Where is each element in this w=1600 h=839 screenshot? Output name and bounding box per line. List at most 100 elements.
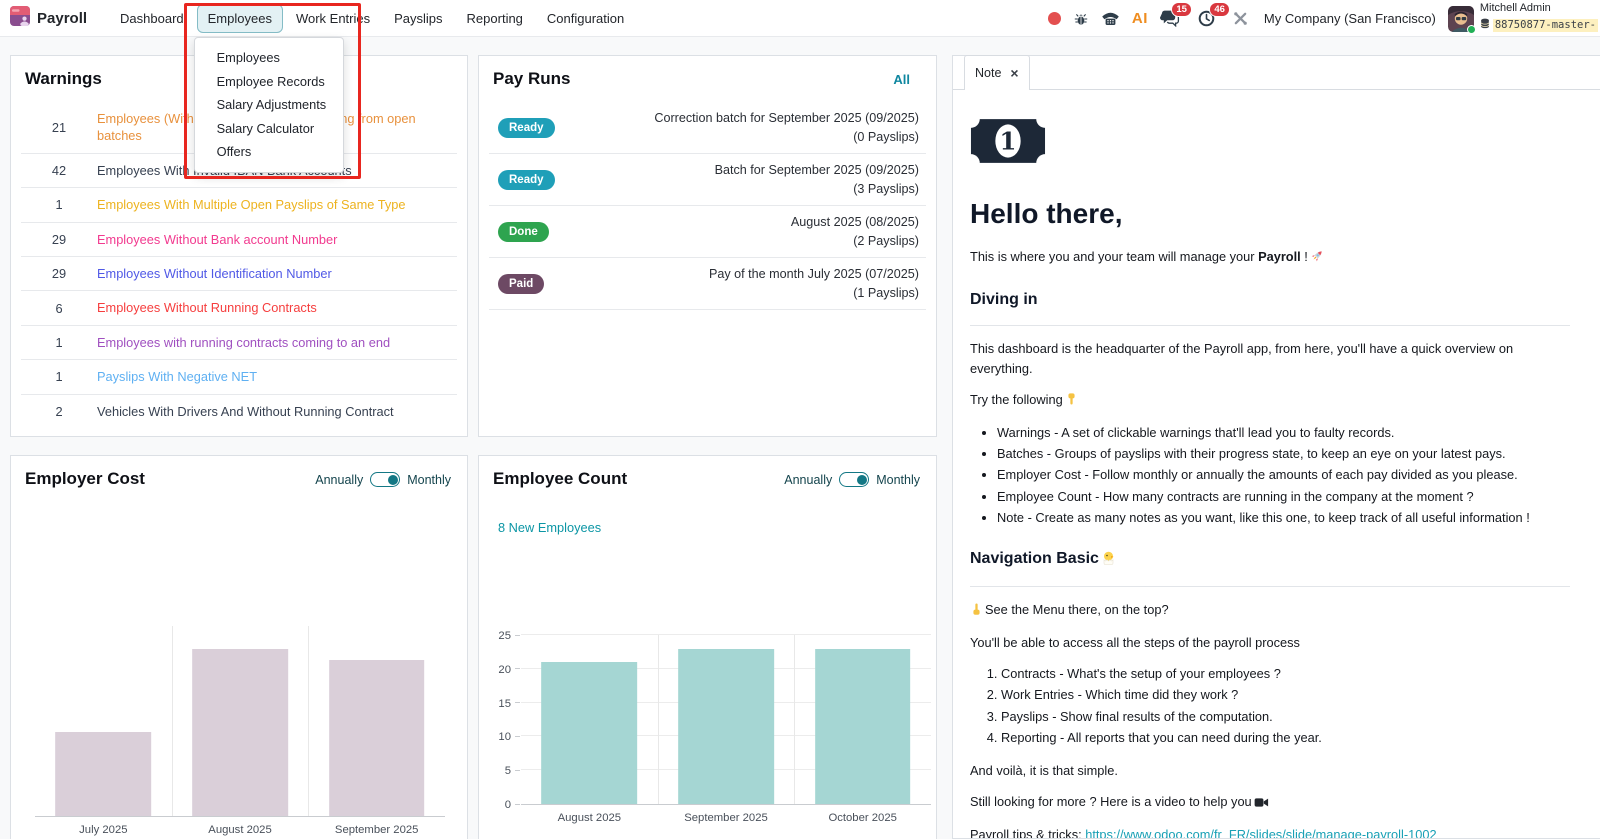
record-dot-icon[interactable] [1047, 12, 1061, 25]
bar-july-2025[interactable] [55, 732, 152, 816]
monthly-label: Monthly [407, 472, 451, 487]
menu-item[interactable]: Configuration [546, 10, 625, 26]
pay-run-row[interactable]: Done August 2025 (08/2025) (2 Payslips) [489, 206, 926, 258]
dropdown-menu-item[interactable]: Salary Calculator [216, 120, 315, 136]
step-item: Contracts - What's the setup of your emp… [1001, 664, 1570, 683]
company-selector[interactable]: My Company (San Francisco) [1263, 11, 1436, 26]
pay-run-payslip-count: (3 Payslips) [853, 181, 919, 196]
menu-item[interactable]: Dashboard [120, 10, 184, 26]
hatching-chick-emoji [1101, 549, 1116, 573]
pay-run-row[interactable]: Ready Correction batch for September 202… [489, 102, 926, 154]
warning-link[interactable]: Vehicles With Drivers And Without Runnin… [97, 403, 394, 419]
employee-count-title: Employee Count [493, 469, 628, 488]
employee-count-period-toggle: Annually Monthly [784, 472, 920, 487]
close-icon[interactable]: × [1010, 65, 1019, 81]
bullet-item: Employer Cost - Follow monthly or annual… [997, 465, 1570, 484]
dropdown-menu-item[interactable]: Employee Records [216, 73, 325, 89]
bug-icon[interactable] [1073, 11, 1089, 27]
warning-count: 1 [55, 369, 63, 385]
voila-line: And voilà, it is that simple. [970, 763, 1118, 778]
pay-run-description: August 2025 (08/2025) (2 Payslips) [791, 213, 919, 251]
bar-september-2025[interactable] [678, 648, 774, 804]
dropdown-menu-item[interactable]: Employees [216, 50, 280, 65]
ai-icon[interactable]: AI [1131, 10, 1148, 27]
x-axis-label: October 2025 [828, 812, 897, 824]
warning-count: 1 [55, 197, 63, 213]
pay-run-description: Batch for September 2025 (09/2025) (3 Pa… [715, 161, 919, 199]
menu-item[interactable]: Reporting [466, 10, 523, 26]
step-item: Work Entries - Which time did they work … [1001, 685, 1570, 704]
pay-run-name: Pay of the month July 2025 (07/2025) [708, 266, 919, 281]
see-menu-line: See the Menu there, on the top? [970, 600, 1570, 621]
messages-icon[interactable]: 15 [1159, 2, 1193, 27]
menu-item[interactable]: Work Entries [295, 10, 371, 26]
pay-runs-list: Ready Correction batch for September 202… [489, 102, 926, 310]
warning-row: 1 Payslips With Negative NET [21, 360, 457, 395]
pay-run-payslip-count: (1 Payslips) [853, 285, 919, 300]
pay-run-row[interactable]: Ready Batch for September 2025 (09/2025)… [489, 154, 926, 206]
main-menu: Dashboard Employees Work Entries Payslip… [109, 3, 635, 33]
pay-runs-all-link[interactable]: All [893, 72, 910, 87]
pay-run-name: Correction batch for September 2025 (09/… [654, 110, 919, 125]
warning-link[interactable]: Payslips With Negative NET [97, 369, 258, 385]
warning-row: 29 Employees Without Identification Numb… [21, 257, 457, 292]
warning-link[interactable]: Employees Without Identification Number [97, 265, 332, 281]
phone-icon[interactable] [1101, 11, 1120, 26]
tips-link[interactable]: https://www.odoo.com/fr_FR/slides/slide/… [1085, 827, 1437, 838]
pay-run-payslip-count: (2 Payslips) [853, 233, 919, 248]
warning-link[interactable]: Employees With Multiple Open Payslips of… [97, 197, 406, 213]
warning-row: 2 Vehicles With Drivers And Without Runn… [21, 395, 457, 428]
menu-item[interactable]: Employees [196, 3, 283, 33]
payroll-process-line: You'll be able to access all the steps o… [970, 635, 1300, 651]
note-panel: Note × 1 Hello there, This is where you … [952, 55, 1600, 839]
menu-item[interactable]: Payslips [394, 10, 443, 26]
note-intro: This is where you and your team will man… [970, 247, 1570, 268]
warning-count: 21 [51, 119, 67, 135]
x-axis-label: August 2025 [208, 824, 272, 836]
monthly-label: Monthly [876, 472, 920, 487]
note-content[interactable]: 1 Hello there, This is where you and you… [953, 90, 1600, 838]
pointing-up-emoji [970, 602, 983, 621]
divider [970, 585, 1570, 587]
video-line: Still looking for more ? Here is a video… [970, 792, 1570, 813]
avatar [1447, 5, 1476, 34]
tools-icon[interactable] [1233, 11, 1248, 26]
svg-text:1: 1 [1000, 126, 1017, 155]
bar-september-2025[interactable] [328, 660, 425, 816]
pointing-down-emoji [1065, 392, 1078, 411]
warning-link[interactable]: Employees Without Bank account Number [97, 231, 338, 247]
activities-clock-icon[interactable]: 46 [1198, 2, 1231, 27]
y-axis-tick: 0 [504, 799, 511, 811]
y-axis-tick: 20 [498, 663, 511, 676]
employee-count-plot-area: 0 5 10 15 20 25 [498, 630, 931, 811]
warning-link[interactable]: Employees Without Running Contracts [97, 300, 317, 316]
video-camera-emoji [1254, 794, 1269, 813]
diving-in-paragraph: This dashboard is the headquarter of the… [970, 341, 1514, 376]
x-axis-label: August 2025 [557, 812, 622, 824]
bullet-item: Warnings - A set of clickable warnings t… [997, 423, 1570, 442]
activities-badge: 46 [1208, 2, 1231, 18]
payroll-steps: Contracts - What's the setup of your emp… [970, 664, 1570, 747]
status-badge: Paid [498, 273, 545, 294]
dropdown-menu-item[interactable]: Offers [216, 144, 252, 160]
user-menu[interactable]: Mitchell Admin 88750877-master- [1447, 2, 1598, 36]
note-tab[interactable]: Note × [964, 55, 1030, 90]
bar-october-2025[interactable] [814, 648, 911, 804]
pay-run-payslip-count: (0 Payslips) [853, 129, 919, 144]
tips-label: Payroll tips & tricks: [970, 827, 1086, 838]
period-switch[interactable] [839, 472, 870, 487]
warning-link[interactable]: Employees with running contracts coming … [97, 334, 391, 350]
warning-count: 6 [55, 300, 63, 316]
app-switcher[interactable]: Payroll [10, 5, 87, 31]
bar-august-2025[interactable] [192, 648, 288, 816]
period-switch[interactable] [370, 472, 401, 487]
x-axis-label: July 2025 [79, 824, 128, 836]
payroll-app-icon [10, 5, 30, 31]
dropdown-menu-item[interactable]: Salary Adjustments [216, 97, 327, 113]
employer-cost-chart: July 2025 August 2025 September 2025 [11, 456, 467, 839]
new-employees-link[interactable]: 8 New Employees [498, 520, 602, 535]
bar-august-2025[interactable] [541, 662, 638, 804]
warning-row: 6 Employees Without Running Contracts [21, 291, 457, 326]
warning-count: 1 [55, 334, 63, 350]
pay-run-row[interactable]: Paid Pay of the month July 2025 (07/2025… [489, 258, 926, 310]
